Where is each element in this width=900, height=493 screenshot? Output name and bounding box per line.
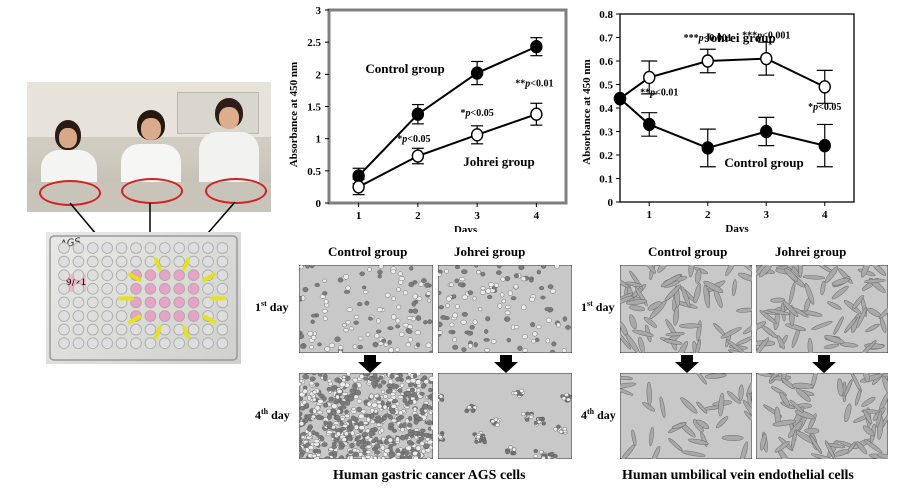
chart2-legend-johrei: Johrei group bbox=[704, 30, 775, 45]
chart2-point bbox=[643, 70, 656, 85]
well-plate-photo: AGS 9/21 bbox=[46, 232, 241, 364]
huvec-johrei-arrow bbox=[812, 355, 836, 373]
chart2-xtick-label: 3 bbox=[764, 209, 770, 221]
huvec-day1-label: 1st day bbox=[581, 299, 615, 314]
chart2-point bbox=[701, 141, 714, 155]
ags-control-header: Control group bbox=[328, 244, 408, 259]
chart1-point bbox=[411, 107, 425, 121]
huvec-day4-label: 4th day bbox=[581, 407, 616, 422]
chart2-point bbox=[818, 138, 831, 153]
chart2-point bbox=[701, 54, 714, 68]
chart1-point bbox=[352, 180, 365, 194]
huvec-johrei-day4-image bbox=[756, 373, 888, 459]
plate-yellow-arrow bbox=[202, 272, 217, 282]
chart2-ytick-label: 0 bbox=[608, 197, 614, 209]
plate-yellow-arrow bbox=[153, 325, 162, 339]
ags-control-day4-image bbox=[299, 373, 433, 459]
plate-yellow-arrow bbox=[127, 314, 142, 325]
huvec-absorbance-chart: 0 0.1 0.2 0.3 0.4 0.5 0.6 0.7 0.8 1 2 3 4 Days Absorba… bbox=[581, 9, 855, 232]
chart1-ytick-label: 0.5 bbox=[307, 166, 321, 178]
chart1-xtick-label: 4 bbox=[534, 210, 540, 222]
ags-caption: Human gastric cancer AGS cells bbox=[333, 468, 526, 483]
ags-control-arrow bbox=[358, 355, 382, 373]
chart1-annotation: *p<0.05 bbox=[397, 134, 430, 145]
chart1-annotation: *p<0.05 bbox=[461, 108, 494, 119]
ags-johrei-arrow bbox=[494, 355, 518, 373]
researchers-photo bbox=[27, 82, 271, 212]
chart1-ytick-label: 0 bbox=[316, 198, 322, 210]
ags-absorbance-chart: 0 0.5 1 1.5 2 2.5 3 1 2 3 4 Days Absorbance at 450 n… bbox=[288, 5, 568, 232]
plate-yellow-arrow bbox=[182, 325, 191, 339]
chart2-annotation: *p<0.05 bbox=[808, 102, 841, 113]
highlight-ellipse-1 bbox=[39, 180, 101, 206]
chart2-xtick-label: 4 bbox=[822, 209, 828, 221]
chart1-xtick-label: 2 bbox=[415, 210, 421, 222]
ags-control-day1-image bbox=[299, 265, 433, 353]
chart2-xtick-label: 1 bbox=[647, 209, 653, 221]
chart2-point bbox=[613, 91, 627, 106]
plate-wells bbox=[49, 235, 238, 361]
plate-yellow-arrow bbox=[202, 314, 217, 325]
huvec-control-arrow bbox=[675, 355, 699, 373]
highlight-ellipse-3 bbox=[205, 178, 267, 204]
chart1-ytick-label: 1 bbox=[316, 134, 322, 146]
chart2-point bbox=[760, 124, 773, 139]
huvec-johrei-header: Johrei group bbox=[775, 244, 847, 259]
chart2-annotation: ***p<0.001 bbox=[684, 33, 732, 44]
chart1-point bbox=[470, 66, 484, 80]
chart2-ytick-label: 0.3 bbox=[599, 127, 613, 139]
chart1-series-line-0 bbox=[357, 45, 537, 177]
huvec-control-header: Control group bbox=[648, 244, 728, 259]
chart2-ytick-label: 0.2 bbox=[599, 150, 613, 162]
chart2-ytick-label: 0.7 bbox=[599, 33, 613, 45]
huvec-johrei-day1-image bbox=[756, 265, 888, 353]
chart2-ytick-label: 0.8 bbox=[599, 9, 613, 21]
chart1-ytick-label: 2 bbox=[316, 69, 322, 81]
ags-day1-label: 1st day bbox=[255, 299, 289, 314]
chart2-xlabel: Days bbox=[725, 223, 749, 232]
chart2-legend-control: Control group bbox=[724, 155, 803, 170]
chart1-xlabel: Days bbox=[454, 224, 478, 232]
ags-johrei-header: Johrei group bbox=[454, 244, 526, 259]
plate-yellow-arrow bbox=[127, 272, 142, 282]
chart1-point bbox=[530, 107, 543, 121]
plate-yellow-arrow bbox=[153, 257, 162, 271]
chart1-point bbox=[530, 39, 543, 54]
ags-johrei-day1-image bbox=[438, 265, 572, 353]
chart2-annotation: ***p<0.001 bbox=[742, 31, 790, 42]
chart2-ytick-label: 0.4 bbox=[599, 103, 613, 115]
person-1 bbox=[41, 120, 97, 205]
ags-johrei-day4-image bbox=[438, 373, 572, 459]
chart1-ytick-label: 2.5 bbox=[307, 37, 321, 49]
chart2-ytick-label: 0.1 bbox=[599, 174, 613, 186]
chart2-ylabel: Absorbance at 450 nm bbox=[581, 59, 593, 164]
chart1-point bbox=[470, 128, 484, 142]
chart2-annotation: **p<0.01 bbox=[640, 88, 678, 99]
huvec-control-day1-image bbox=[620, 265, 752, 353]
plate-yellow-arrow bbox=[182, 257, 191, 271]
chart2-ytick-label: 0.6 bbox=[599, 56, 613, 68]
chart1-ylabel: Absorbance at 450 nm bbox=[288, 62, 300, 167]
chart1-annotation: **p<0.01 bbox=[515, 79, 553, 90]
chart2-point bbox=[760, 51, 773, 66]
chart2-ytick-label: 0.5 bbox=[599, 80, 613, 92]
huvec-caption: Human umbilical vein endothelial cells bbox=[622, 468, 854, 483]
chart1-series-line-1 bbox=[358, 113, 537, 188]
chart1-legend-johrei: Johrei group bbox=[463, 154, 534, 169]
chart1-ytick-label: 1.5 bbox=[307, 102, 321, 114]
huvec-control-day4-image bbox=[620, 373, 752, 459]
chart2-point bbox=[818, 80, 831, 94]
chart2-point bbox=[643, 117, 656, 132]
chart1-ytick-label: 3 bbox=[316, 5, 322, 17]
ags-day4-label: 4th day bbox=[255, 407, 290, 422]
chart1-legend-control: Control group bbox=[365, 61, 444, 76]
chart2-xtick-label: 2 bbox=[705, 209, 711, 221]
chart1-point bbox=[411, 149, 425, 163]
chart1-xtick-label: 3 bbox=[474, 210, 480, 222]
chart1-xtick-label: 1 bbox=[356, 210, 362, 222]
highlight-ellipse-2 bbox=[121, 178, 183, 204]
